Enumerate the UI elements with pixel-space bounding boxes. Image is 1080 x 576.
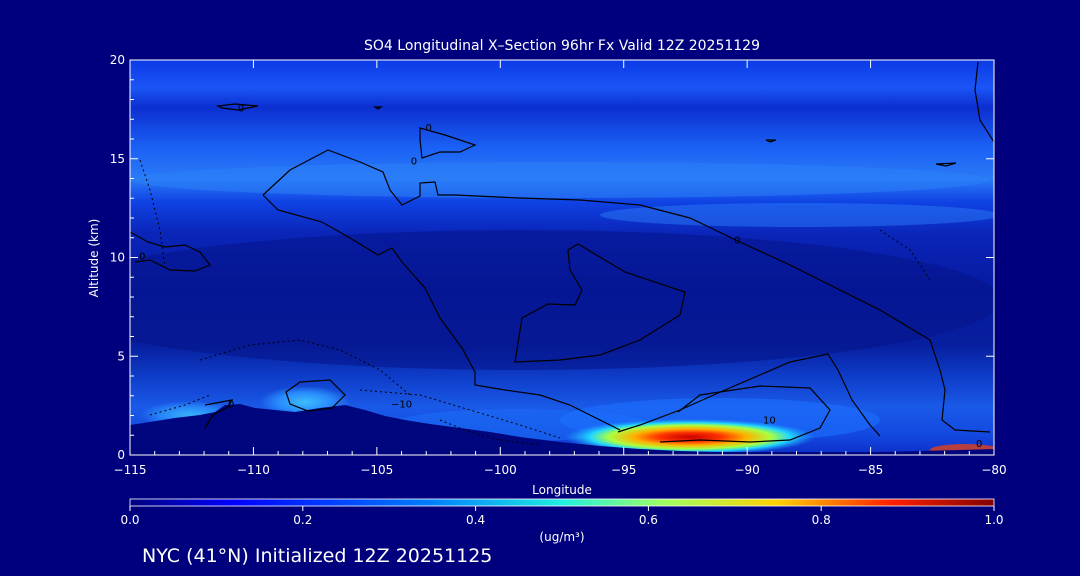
colorbar-ticks: 0.0 0.2 0.4 0.6 0.8 1.0 [120,506,1004,527]
colorbar-tick-label: 0.4 [466,513,485,527]
chart-title: SO4 Longitudinal X–Section 96hr Fx Valid… [364,38,760,54]
contour-labels: 0 0 0 0 0 −10 10 0 0 [139,103,982,450]
contour-lines [130,61,994,443]
contour-label: 0 [411,157,417,168]
x-tick-label: −105 [360,463,393,477]
colorbar-tick-label: 0.8 [812,513,831,527]
x-tick-label: −85 [858,463,883,477]
y-tick-label: 5 [117,349,125,363]
x-tick-label: −90 [734,463,759,477]
contour-label: 10 [763,415,776,426]
y-axis: 0 5 10 15 20 [110,53,994,462]
x-tick-label: −95 [611,463,636,477]
colorbar [129,498,995,507]
contour-label: 0 [139,251,145,262]
colorbar-unit-label: (ug/m³) [539,530,584,544]
concentration-field [130,60,994,455]
x-axis-label: Longitude [532,483,592,497]
y-axis-label: Altitude (km) [87,219,101,298]
contour-label: 0 [426,123,432,134]
colorbar-tick-label: 1.0 [984,513,1003,527]
y-tick-label: 0 [117,448,125,462]
colorbar-tick-label: 0.2 [293,513,312,527]
y-tick-label: 20 [110,53,125,67]
contour-label: 0 [228,400,234,411]
footer-caption: NYC (41°N) Initialized 12Z 20251125 [142,545,492,567]
x-tick-label: −110 [237,463,270,477]
x-tick-label: −115 [114,463,147,477]
contour-label: −10 [391,400,412,411]
x-tick-label: −100 [484,463,517,477]
y-tick-label: 15 [110,152,125,166]
contour-label: 0 [734,236,740,247]
x-tick-label: −80 [981,463,1006,477]
y-tick-label: 10 [110,251,125,265]
contour-label: 0 [238,103,244,114]
negative-contours [139,159,931,446]
contour-label: 0 [976,439,982,450]
colorbar-tick-label: 0.6 [639,513,658,527]
x-axis: −115 −110 −105 −100 −95 −90 −85 −80 [114,60,1007,477]
colorbar-tick-label: 0.0 [120,513,139,527]
